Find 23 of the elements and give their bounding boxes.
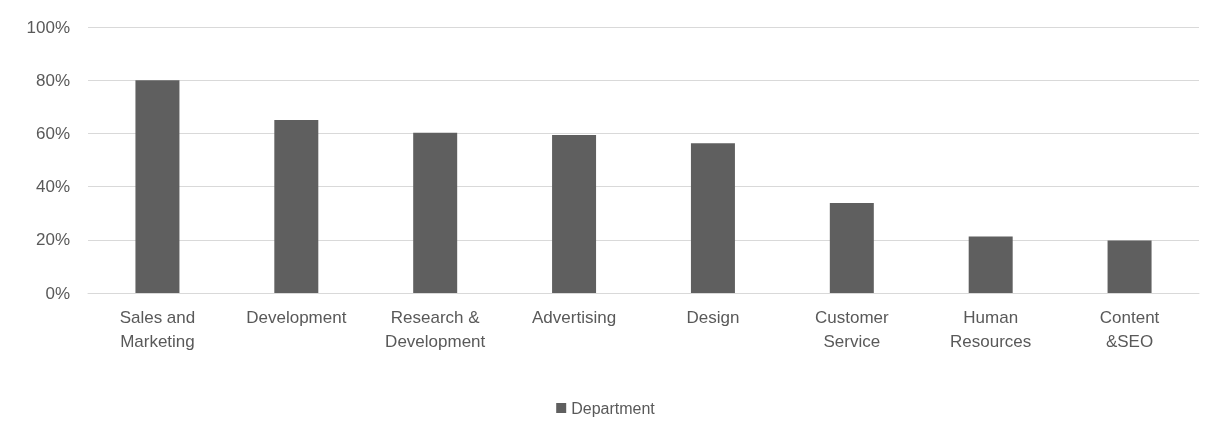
y-tick-label: 80% [35, 70, 70, 90]
bar [1107, 240, 1152, 293]
y-tick-label: 100% [26, 17, 70, 37]
bar [968, 236, 1013, 293]
bar [690, 143, 735, 293]
x-tick-label: Development [246, 307, 347, 327]
x-tick-label: Design [686, 307, 740, 327]
bar [135, 80, 180, 293]
y-tick-label: 20% [35, 230, 70, 250]
y-tick-label: 40% [35, 177, 70, 197]
bar [829, 203, 874, 293]
y-tick-label: 60% [35, 123, 70, 143]
bar [552, 135, 597, 293]
x-tick-label: Customer Service [814, 307, 889, 351]
legend-label: Department [571, 399, 656, 417]
x-tick-label: Human Resources [950, 307, 1032, 351]
x-tick-label: Advertising [532, 307, 617, 327]
bar [274, 120, 319, 293]
y-tick-label: 0% [45, 283, 70, 303]
x-tick-label: Content &SEO [1099, 307, 1160, 351]
bar [413, 132, 458, 293]
x-tick-label: Sales and Marketing [119, 307, 196, 351]
x-tick-label: Research & Development [385, 307, 486, 351]
